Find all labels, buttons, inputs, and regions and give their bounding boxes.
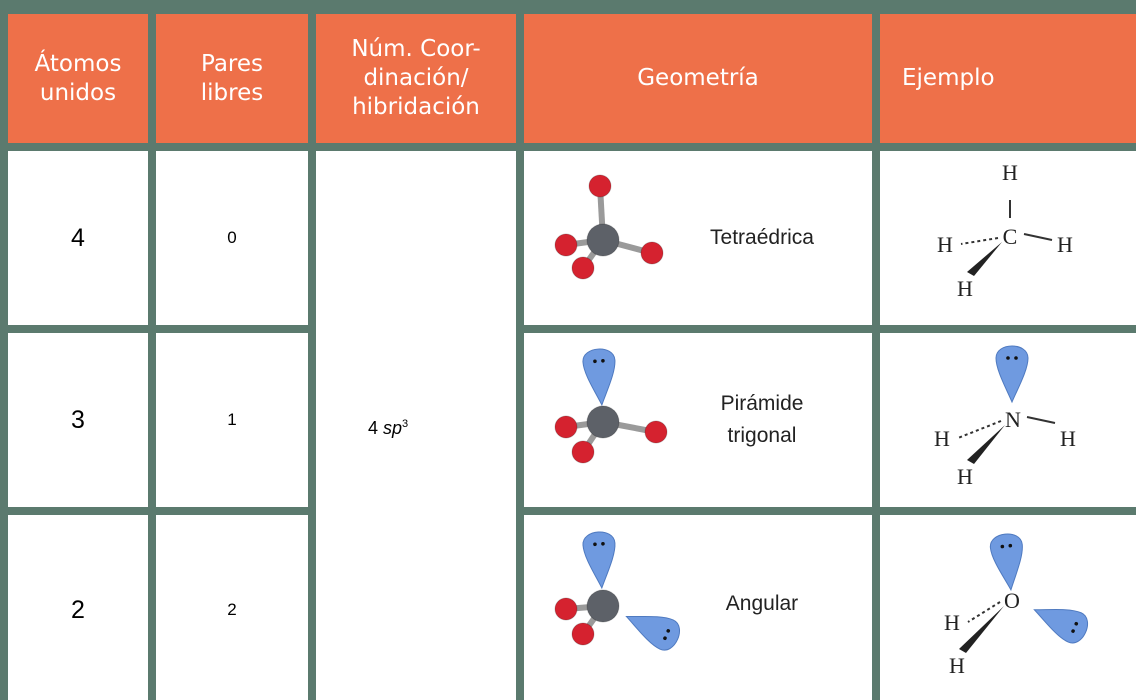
atoms: 2 <box>71 595 85 624</box>
lone-pairs: 0 <box>227 228 237 247</box>
example-cell <box>880 151 1136 325</box>
geometry-cell <box>524 151 872 325</box>
header-text: libres <box>200 79 264 106</box>
hybridization-cell: 4 sp3 <box>316 151 516 700</box>
header-text: Pares <box>200 50 263 77</box>
lone-pairs: 1 <box>227 410 237 429</box>
header-text: dinación/ <box>363 65 469 91</box>
header-text: Ejemplo <box>902 65 995 91</box>
atoms-cell: 2 <box>8 515 148 700</box>
header-cell: Geometría <box>524 14 872 143</box>
hybridization-orbital: sp <box>383 417 403 438</box>
lone-pairs: 2 <box>227 600 237 619</box>
lone-pairs-cell: 0 <box>156 151 308 325</box>
header-cell: Átomos unidos <box>8 14 148 143</box>
header-cell: Pares libres <box>156 14 308 143</box>
lone-pairs-cell: 2 <box>156 515 308 700</box>
example-cell <box>880 333 1136 507</box>
lone-pairs-cell: 1 <box>156 333 308 507</box>
hybridization: 4 sp3 <box>368 418 408 439</box>
atoms: 4 <box>71 223 85 252</box>
hybridization-superscript: 3 <box>402 417 409 430</box>
hybridization-number: 4 <box>368 417 379 438</box>
header-text: unidos <box>39 79 117 106</box>
geometry-cell <box>524 515 872 700</box>
atoms: 3 <box>71 405 85 434</box>
example-cell <box>880 515 1136 700</box>
header-text: Átomos <box>34 50 122 77</box>
header-text: Núm. Coor- <box>351 36 481 62</box>
atoms-cell: 4 <box>8 151 148 325</box>
header-text: hibridación <box>352 94 480 120</box>
atoms-cell: 3 <box>8 333 148 507</box>
header-cell: Ejemplo <box>880 14 1136 143</box>
header-text: Geometría <box>637 65 759 91</box>
geometry-cell <box>524 333 872 507</box>
header-cell: Núm. Coor-dinación/hibridación <box>316 14 516 143</box>
